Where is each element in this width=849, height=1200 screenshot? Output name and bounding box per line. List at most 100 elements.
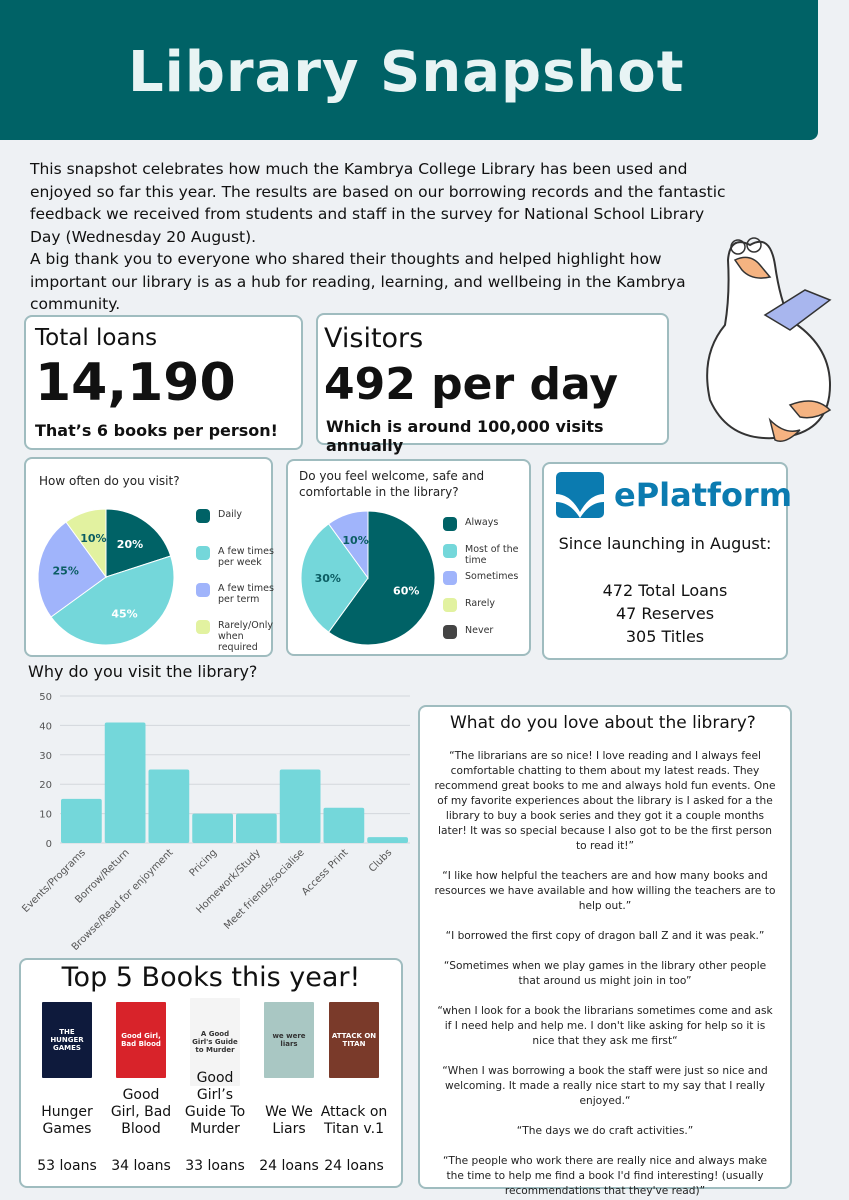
book-cover-image: A Good Girl's Guide to Murder [190, 998, 240, 1086]
y-tick-label: 40 [39, 721, 52, 732]
book-item: we were liars We We Liars [255, 998, 323, 1138]
welcome-title: Do you feel welcome, safe and comfortabl… [299, 469, 485, 499]
legend-label: Rarely [465, 598, 496, 609]
bar-clubs [367, 837, 408, 843]
eplatform-card: ePlatform Since launching in August: 472… [542, 462, 792, 660]
bar-borrow-return [104, 722, 146, 843]
legend-item-a-few-times-per-term: A few times per term [196, 583, 276, 605]
pie-slice-sometimes [327, 510, 369, 580]
welcome-card: Do you feel welcome, safe and comfortabl… [286, 459, 531, 656]
quote: “Sometimes when we play games in the lib… [443, 960, 767, 987]
eplatform-titles: 305 Titles [625, 627, 705, 646]
book-cover-image: Good Girl, Bad Blood [116, 1002, 166, 1078]
visit-reasons-bar-chart: 01020304050Events/ProgramsBorrow/ReturnB… [20, 692, 410, 950]
legend-swatch [196, 509, 210, 523]
pie-slice-a-few-times-per-term [37, 521, 107, 618]
visit-frequency-pie: 20% 45% 25% 10% [37, 508, 175, 646]
quote: “The days we do craft activities.” [516, 1125, 694, 1137]
book-cover-image: ATTACK ON TITAN [329, 1002, 379, 1078]
header-banner: Library Snapshot [0, 0, 818, 140]
visitors-value: 492 per day [324, 359, 619, 410]
quote: “I like how helpful the teachers are and… [434, 870, 776, 912]
eplatform-reserves: 47 Reserves [615, 604, 715, 623]
bar-homework-study [236, 813, 277, 843]
book-title: Good Girl’s Guide To Murder [184, 1070, 246, 1137]
top-books-title: Top 5 Books this year! [61, 962, 361, 993]
x-tick-label: Events/Programs [20, 847, 88, 915]
book-loans: 24 loans [324, 1158, 384, 1174]
quote: “The librarians are so nice! I love read… [434, 750, 776, 852]
legend-item-rarely-only-when-required: Rarely/Only when required [196, 620, 276, 653]
x-tick-label: Meet friends/socialise [222, 847, 307, 932]
top-books-card: Top 5 Books this year! THE HUNGER GAMES H… [19, 958, 403, 1188]
pie-slice-rarely-only-when-required [65, 508, 107, 579]
legend-item-a-few-times-per-week: A few times per week [196, 546, 276, 568]
legend-label: Never [465, 625, 494, 636]
welcome-pie: 60% 30% 10% [300, 510, 436, 646]
total-loans-card: Total loans 14,190 That’s 6 books per pe… [24, 315, 303, 450]
quote: “The people who work there are really ni… [442, 1155, 768, 1197]
bar-browse-read-for-enjoyment [148, 769, 190, 843]
pie-label-always: 60% [393, 584, 419, 597]
eplatform-total-loans: 472 Total Loans [602, 581, 728, 600]
book-title: Hunger Games [41, 1104, 93, 1137]
legend-label: Always [465, 517, 499, 528]
eplatform-logo-text: ePlatform [614, 476, 793, 514]
pie-label-daily: 20% [117, 538, 143, 551]
legend-item-daily: Daily [196, 509, 276, 523]
y-tick-label: 10 [39, 810, 52, 821]
legend-item-most-of-the-time: Most of the time [443, 544, 523, 566]
book-loans: 34 loans [111, 1158, 171, 1174]
legend-swatch [443, 544, 457, 558]
intro-paragraph-2: A big thank you to everyone who shared t… [30, 250, 686, 313]
total-loans-label: Total loans [35, 325, 158, 351]
legend-swatch [196, 620, 210, 634]
legend-swatch [443, 571, 457, 585]
x-tick-label: Clubs [367, 847, 394, 874]
bar-access-print [323, 807, 365, 843]
total-loans-value: 14,190 [35, 353, 236, 413]
legend-item-never: Never [443, 625, 523, 639]
legend-swatch [196, 583, 210, 597]
y-tick-label: 50 [39, 692, 52, 703]
book-loans: 24 loans [259, 1158, 319, 1174]
legend-swatch [443, 517, 457, 531]
bar-meet-friends-socialise [279, 769, 321, 843]
intro-text: This snapshot celebrates how much the Ka… [30, 158, 730, 316]
legend-swatch [443, 625, 457, 639]
y-tick-label: 30 [39, 751, 52, 762]
book-item: A Good Girl's Guide to Murder Good Girl’s… [181, 998, 249, 1138]
book-title: Attack on Titan v.1 [320, 1104, 388, 1137]
legend-item-always: Always [443, 517, 523, 531]
book-loans: 53 loans [37, 1158, 97, 1174]
pie-slice-a-few-times-per-week [50, 555, 175, 646]
bar-pricing [192, 813, 233, 843]
love-title: What do you love about the library? [450, 713, 756, 733]
pie-label-sometimes: 10% [342, 534, 368, 547]
quote: “I borrowed the first copy of dragon bal… [445, 930, 765, 942]
pie-slice-always [327, 510, 436, 646]
total-loans-note: That’s 6 books per person! [35, 421, 278, 440]
eplatform-book-icon [556, 472, 604, 518]
legend-swatch [196, 546, 210, 560]
pie-label-most-of-the-time: 30% [315, 572, 341, 585]
pie-slice-daily [105, 508, 172, 578]
y-tick-label: 20 [39, 780, 52, 791]
legend-label: Daily [218, 509, 243, 520]
eplatform-since: Since launching in August: [558, 534, 772, 553]
visitors-note: Which is around 100,000 visits annually [326, 417, 604, 455]
legend-label: A few times per week [218, 546, 274, 568]
x-tick-label: Access Print [300, 847, 351, 898]
pie-label-rarely-only-when-required: 10% [80, 532, 106, 545]
visit-frequency-card: How often do you visit? 20% 45% 25% 10% Dai… [24, 457, 276, 657]
book-cover-image: we were liars [264, 1002, 314, 1078]
pie-slice-most-of-the-time [300, 523, 369, 633]
page-title: Library Snapshot [128, 40, 685, 105]
book-title: We We Liars [265, 1104, 313, 1137]
visitors-label: Visitors [324, 323, 424, 354]
book-item: ATTACK ON TITAN Attack on Titan v.1 [320, 998, 388, 1138]
book-title: Good Girl, Bad Blood [110, 1087, 172, 1137]
bar-events-programs [61, 798, 102, 843]
legend-label: Sometimes [465, 571, 519, 582]
